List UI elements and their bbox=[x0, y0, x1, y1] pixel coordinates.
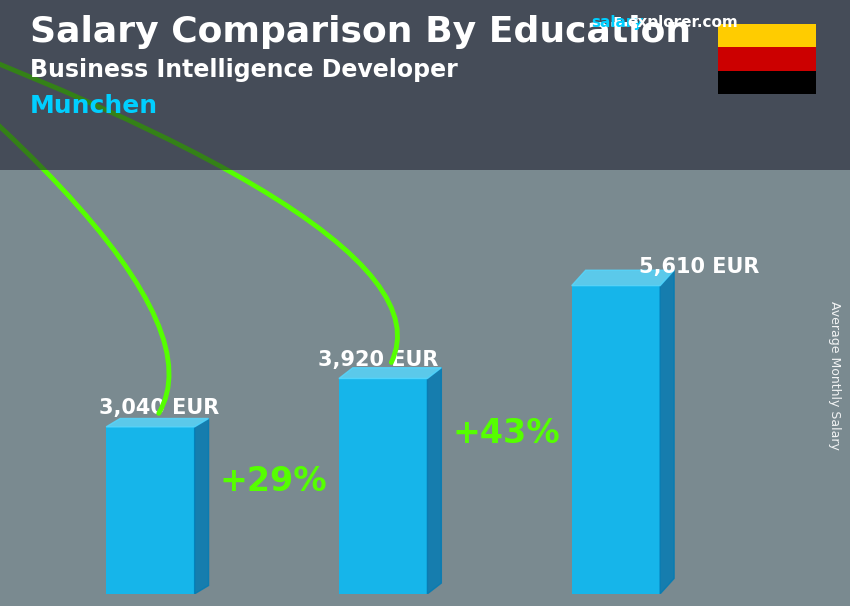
Polygon shape bbox=[572, 270, 674, 285]
Text: +43%: +43% bbox=[453, 417, 560, 450]
Polygon shape bbox=[106, 419, 208, 427]
Polygon shape bbox=[339, 368, 441, 379]
Text: salary: salary bbox=[591, 15, 643, 30]
Text: explorer.com: explorer.com bbox=[627, 15, 738, 30]
Polygon shape bbox=[660, 270, 674, 594]
Text: Average Monthly Salary: Average Monthly Salary bbox=[828, 301, 842, 450]
Polygon shape bbox=[428, 368, 441, 594]
Text: 3,040 EUR: 3,040 EUR bbox=[99, 398, 219, 418]
Polygon shape bbox=[195, 419, 208, 594]
Bar bbox=[718, 47, 816, 71]
Bar bbox=[718, 24, 816, 47]
Bar bbox=[718, 71, 816, 94]
Text: 3,920 EUR: 3,920 EUR bbox=[318, 350, 439, 370]
Text: +29%: +29% bbox=[220, 465, 327, 498]
Text: 5,610 EUR: 5,610 EUR bbox=[639, 257, 760, 277]
Bar bbox=[106, 427, 195, 594]
Text: Business Intelligence Developer: Business Intelligence Developer bbox=[30, 58, 457, 82]
Bar bbox=[572, 285, 660, 594]
Text: Munchen: Munchen bbox=[30, 94, 158, 118]
Text: Salary Comparison By Education: Salary Comparison By Education bbox=[30, 15, 691, 49]
Bar bbox=[339, 379, 428, 594]
